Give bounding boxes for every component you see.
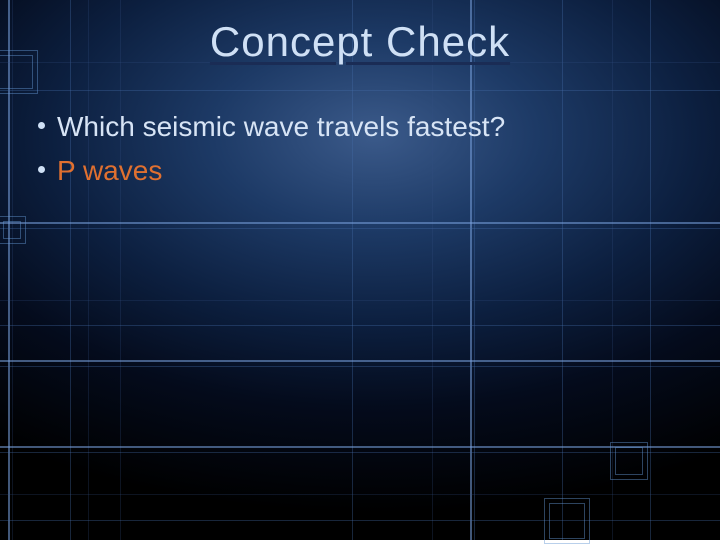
- bullet-list: Which seismic wave travels fastest? P wa…: [38, 108, 690, 196]
- slide-title: Concept Check: [0, 18, 720, 66]
- slide: Concept Check Which seismic wave travels…: [0, 0, 720, 540]
- bullet-dot-icon: [38, 122, 45, 129]
- bullet-text: Which seismic wave travels fastest?: [57, 108, 505, 146]
- list-item: Which seismic wave travels fastest?: [38, 108, 690, 146]
- background-grid: [0, 0, 720, 540]
- list-item: P waves: [38, 152, 690, 190]
- bullet-dot-icon: [38, 166, 45, 173]
- bullet-text: P waves: [57, 152, 162, 190]
